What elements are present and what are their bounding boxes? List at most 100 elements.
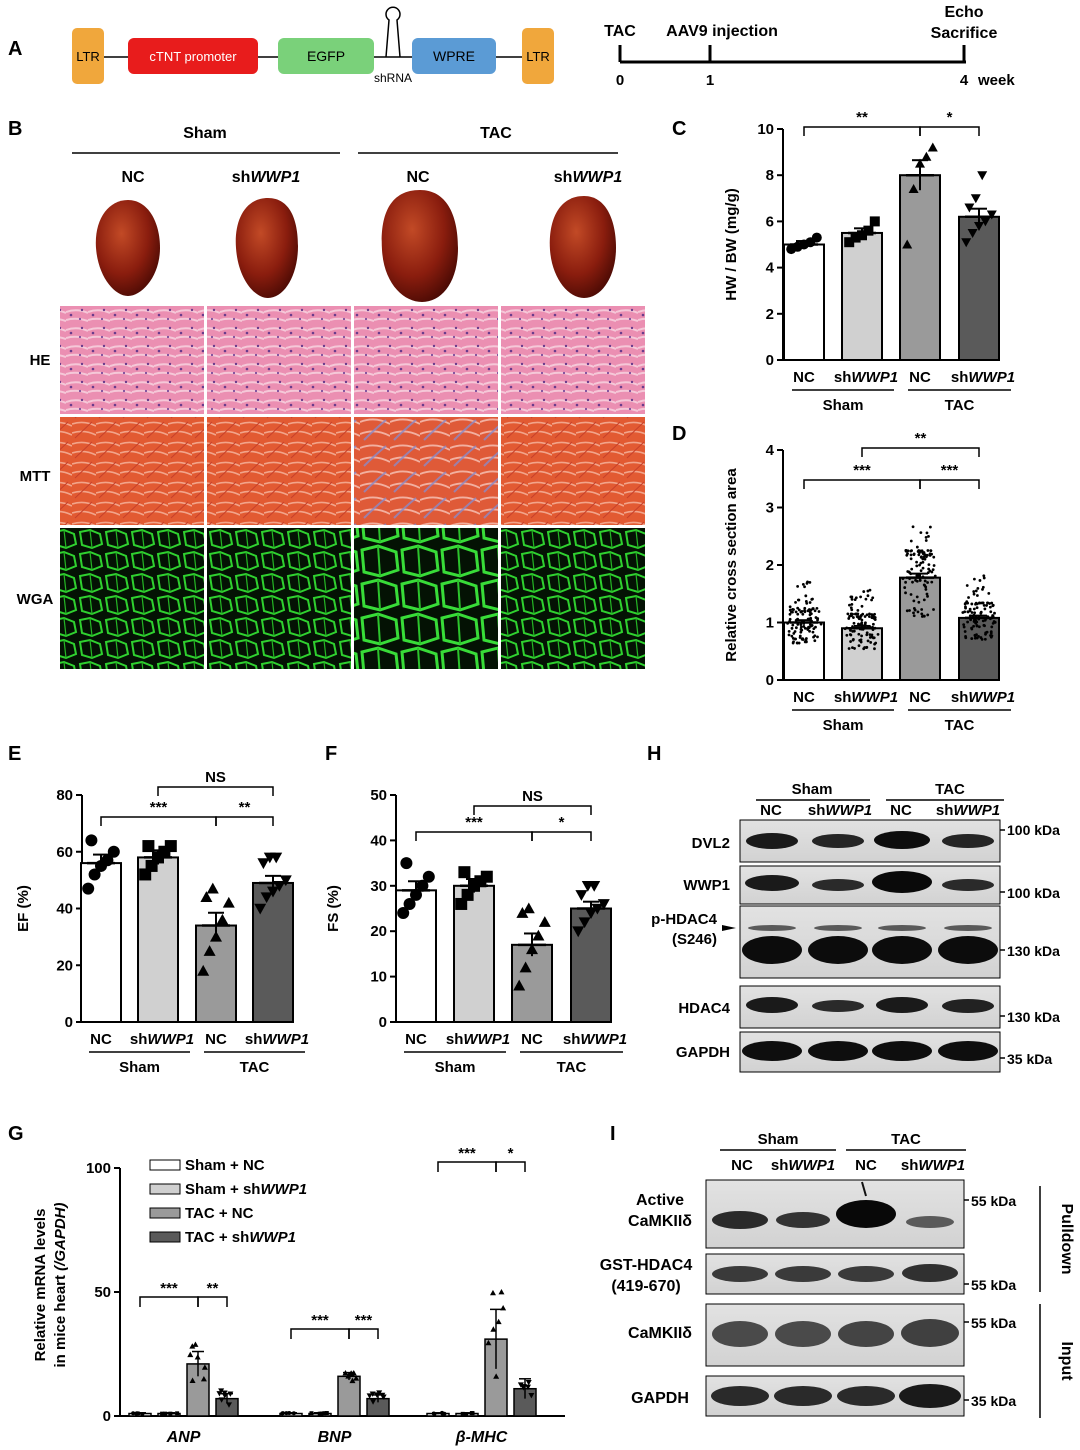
sig-label: * [947,109,953,126]
data-point [870,633,874,637]
data-point [806,609,810,613]
data-point [860,604,864,608]
heart-tac-sh [549,196,616,298]
data-point [923,557,927,561]
sig-label: * [508,1145,514,1162]
data-point [795,641,799,645]
row-label-wga: WGA [17,591,54,608]
data-point [986,210,997,220]
panel-b-col-nc2: NC [406,169,430,186]
y-tick-label: 60 [56,844,73,861]
data-point [813,639,817,643]
data-point [206,882,219,894]
data-point [966,620,969,624]
data-point [970,602,974,606]
data-point [279,875,292,887]
data-point [519,961,532,973]
i-tac: TAC [891,1131,921,1148]
data-point [911,525,915,529]
data-point [799,630,803,634]
h-tac: TAC [935,781,965,798]
mtt-tac-nc [354,417,498,525]
data-point [788,605,792,609]
data-point [850,613,854,617]
sig-label: *** [458,1145,476,1162]
bar-3 [899,174,941,361]
data-point [904,580,907,584]
data-point [861,612,865,616]
x-label-tac-sh: shWWP1 [563,1031,627,1048]
data-point [844,237,855,248]
data-point [794,600,797,604]
y-tick-label: 40 [56,901,73,918]
data-point [870,598,873,602]
data-point [461,888,474,901]
h-mw-5: 35 kDa [1007,1051,1052,1067]
data-point [792,608,795,612]
data-point [422,870,435,883]
data-point [873,647,876,651]
sig-bracket [157,786,274,796]
data-point [961,611,965,614]
data-point [431,1411,436,1416]
data-point [538,916,551,927]
data-point [522,902,535,914]
data-point [490,1326,497,1332]
data-point [458,866,471,879]
row-label-mtt: MTT [20,468,51,485]
data-point [819,622,823,626]
data-point [811,630,815,634]
shrna-hairpin [385,6,401,58]
data-point [905,609,909,613]
data-point [864,597,868,601]
data-point [972,592,976,596]
data-point [976,587,980,590]
data-point [107,845,120,858]
he-sham-nc [60,306,204,414]
data-point [164,840,177,853]
x-group-sham: Sham [823,397,864,414]
data-point [916,610,920,614]
y-tick-label: 40 [370,832,387,849]
data-point [397,907,410,920]
egfp-box [278,38,374,74]
data-point [528,1393,535,1399]
category-label-1: ANP [166,1429,201,1446]
i-col-sh2: shWWP1 [901,1157,965,1174]
wga-tac-nc [354,528,498,669]
data-point [799,628,803,631]
data-point [366,1393,373,1399]
panel-b-header: Sham TAC NC shWWP1 NC shWWP1 [72,125,622,186]
data-point [977,634,980,638]
data-point [163,1411,168,1416]
data-point [985,630,989,634]
i-mw-2: 55 kDa [971,1277,1016,1293]
sig-bracket [415,831,533,841]
data-point [928,525,932,529]
data-point [979,610,983,614]
h-row-s246: (S246) [672,931,717,948]
data-point [872,636,876,640]
sig-label: ** [856,109,868,126]
data-point [925,592,929,596]
data-point [816,635,819,639]
data-point [857,617,861,621]
data-point [924,585,928,589]
bar-2 [841,231,883,361]
h-col-sh1: shWWP1 [808,802,872,819]
data-point [575,890,588,901]
sig-bracket [861,447,980,457]
data-point [201,1364,208,1370]
data-point [982,574,986,578]
data-point [978,579,982,582]
data-point [981,585,985,589]
ltr-right-label: LTR [526,49,550,64]
data-point [982,603,986,607]
y-tick-label: 2 [766,306,774,323]
y-axis-label-1: Relative mRNA levels [32,1209,49,1362]
sig-bracket [100,816,217,826]
data-point [287,1410,292,1415]
data-point [915,564,919,568]
data-point [85,834,98,847]
mtt-tac-sh [501,417,645,525]
